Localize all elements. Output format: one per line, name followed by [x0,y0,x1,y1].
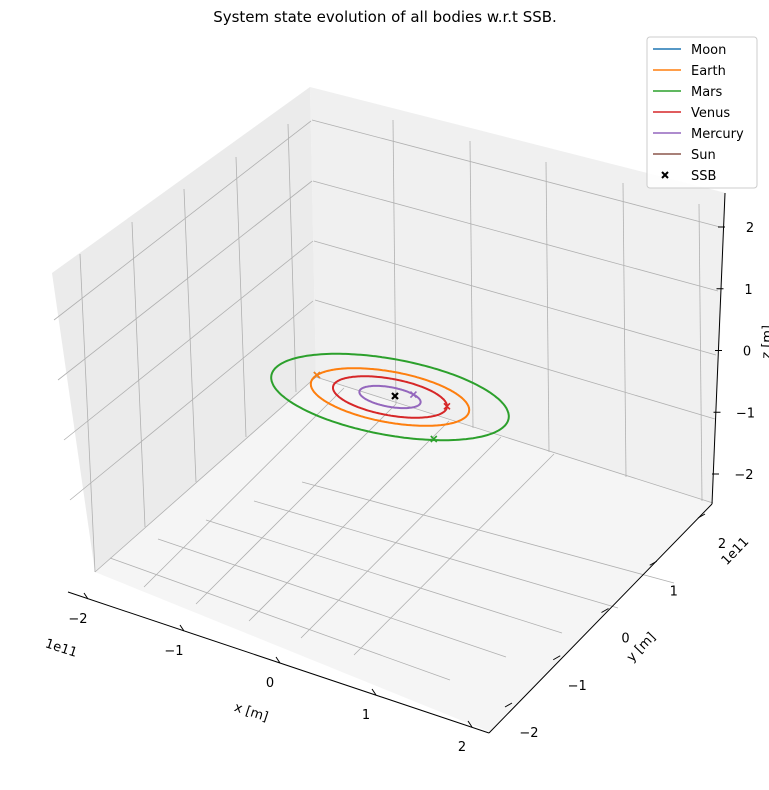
grid-line [314,299,716,420]
x-tick-label: 0 [266,676,274,691]
grid-line [312,180,719,292]
marker-venus [443,402,451,410]
left-pane [52,87,316,572]
grid-line [157,538,507,658]
grid-line [469,140,474,429]
z-tick-label: −2 [734,468,753,483]
y-tick-mark [649,560,657,566]
grid-line [313,240,717,356]
grid-line [301,481,675,584]
x-axis-line [67,591,490,734]
y-tick-label: −2 [519,726,538,741]
z-tick-label: 2 [746,221,754,236]
legend-box [646,36,758,189]
x-tick-label: −1 [164,644,183,659]
y-tick-mark [504,702,513,708]
grid-line [248,420,450,622]
grid-line [353,453,555,656]
x-tick-mark [371,688,377,696]
grid-line [94,376,317,573]
grid-line [79,253,96,573]
grid-line [69,300,314,501]
y-axis-line [488,503,713,734]
grid-line [392,119,397,405]
grid-line [131,221,146,528]
x-tick-label: 2 [458,740,466,755]
floor-pane [95,377,713,732]
grid-line [53,120,312,321]
legend-label-mercury: Mercury [691,127,744,142]
grid-line [315,376,714,504]
grid-line [253,500,619,609]
axis-ticks: −2 −1 0 1 2 −2 −1 0 1 2 2 1 0 −1 −2 [68,221,755,755]
grid-line [205,519,563,634]
x-tick-mark [179,624,185,632]
z-tick-label: −1 [736,406,755,421]
y-tick-label: −1 [568,679,587,694]
marker-mercury [409,390,418,399]
x-axis-label: x [m] [232,700,270,725]
legend-ssb-marker [661,171,669,179]
marker-earth [313,371,321,379]
z-axis-line [711,192,726,505]
orbit-venus [332,375,448,419]
y-tick-mark [697,513,706,519]
grid-line [63,240,314,441]
legend: Moon Earth Mars Venus Mercury Sun SSB [646,36,758,189]
grid-line [109,557,451,681]
grid-line [57,180,313,381]
z-tick-label: 0 [743,345,751,360]
x-tick-mark [467,720,473,728]
grid-line [311,119,721,228]
grid-lines [53,119,721,681]
y-tick-mark [553,655,561,661]
x-offset-text: 1e11 [43,636,79,660]
x-tick-mark [275,656,281,664]
y-tick-label: 2 [718,537,726,552]
z-axis-label: z [m] [759,325,769,359]
grid-line [143,387,345,588]
y-tick-label: 1 [670,584,678,599]
x-tick-label: 1 [362,708,370,723]
end-markers [313,371,451,443]
legend-label-earth: Earth [691,64,726,79]
x-tick-label: −2 [68,612,87,627]
y-tick-mark [601,608,609,613]
grid-line [698,203,703,502]
marker-ssb [391,392,399,400]
z-tick-label: 1 [744,283,752,298]
y-tick-label: 0 [621,632,629,647]
orbit-mars [270,352,510,442]
marker-mars [430,435,438,443]
legend-label-sun: Sun [691,148,716,163]
grid-line [300,436,502,639]
back-pane [310,87,726,503]
grid-line [183,188,197,483]
x-tick-mark [83,592,89,600]
legend-label-venus: Venus [691,106,730,121]
chart-title: System state evolution of all bodies w.r… [213,8,557,26]
grid-line [622,182,627,478]
legend-label-mars: Mars [691,85,723,100]
legend-label-ssb: SSB [691,169,716,184]
grid-line [235,156,247,438]
grid-line [195,403,397,605]
legend-label-moon: Moon [691,43,726,58]
